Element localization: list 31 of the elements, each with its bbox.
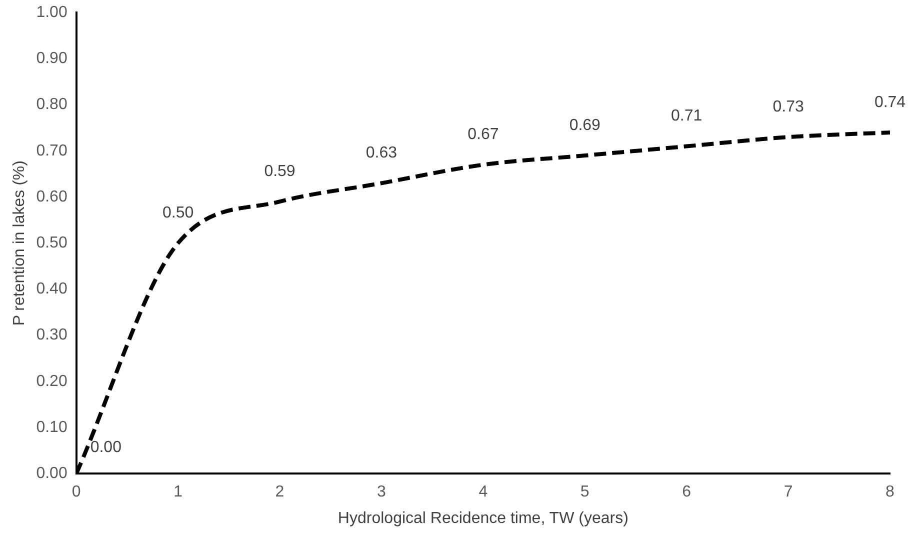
y-tick-label: 0.40 [36, 280, 68, 298]
y-tick-label: 0.70 [36, 142, 68, 160]
text: 0.59 [264, 163, 296, 180]
text: 0.73 [772, 98, 804, 116]
x-tick-label: 8 [886, 484, 895, 501]
y-tick-label: 0.30 [36, 326, 68, 344]
text: 0.67 [468, 126, 499, 144]
x-tick-label: 7 [784, 484, 793, 501]
y-tick-label: 0.60 [36, 188, 68, 206]
x-tick-label: 2 [275, 484, 284, 501]
y-tick-label: 0.50 [36, 234, 68, 252]
y-tick-label: 1.00 [36, 4, 68, 22]
y-tick-label: 0.80 [36, 96, 68, 114]
text: 0.63 [366, 144, 398, 162]
text: 0.71 [671, 108, 702, 125]
x-tick-label: 4 [478, 484, 488, 501]
x-axis-title: Hydrological Recidence time, TW (years) [338, 510, 628, 527]
y-tick-label: 0.00 [36, 465, 68, 482]
x-tick-label: 6 [682, 484, 692, 501]
y-tick-label: 0.90 [36, 50, 68, 68]
x-tick-label: 3 [377, 484, 386, 501]
text: 0.50 [162, 204, 194, 222]
x-tick-label: 1 [174, 484, 183, 501]
text: 0.00 [90, 439, 122, 456]
y-tick-label: 0.10 [36, 418, 68, 436]
y-axis-title: P retention in lakes (%) [11, 160, 28, 326]
text: 0.69 [569, 116, 600, 134]
x-tick-label: 5 [580, 484, 590, 501]
y-tick-label: 0.20 [36, 372, 68, 390]
text: 0.74 [874, 94, 906, 111]
x-tick-label: 0 [72, 484, 81, 501]
